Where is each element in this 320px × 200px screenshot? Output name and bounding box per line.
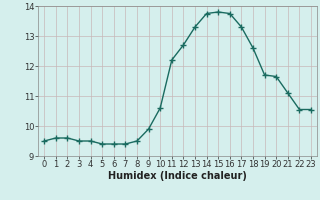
X-axis label: Humidex (Indice chaleur): Humidex (Indice chaleur)	[108, 171, 247, 181]
